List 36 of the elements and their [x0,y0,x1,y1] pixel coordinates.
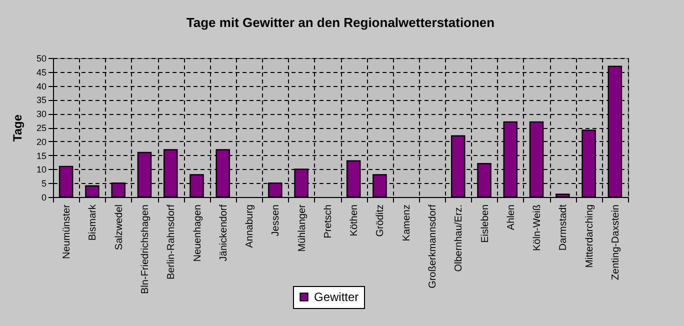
y-tick-label: 20 [36,136,46,147]
y-tick-label: 25 [36,123,46,133]
x-tick-label: Berlin-Rahnsdorf [166,204,178,280]
y-tick-label: 0 [41,192,46,202]
y-tick-label: 40 [36,81,46,92]
y-tick-label: 30 [36,109,46,120]
x-tick-label: Pretsch [322,204,334,238]
y-tick-label: 45 [36,67,46,78]
chart-title: Tage mit Gewitter an den Regionalwetterstationen [186,15,495,30]
x-tick-label: Jänickendorf [218,204,230,262]
x-tick-label: Köthen [349,204,360,236]
y-tick-label: 15 [36,150,46,161]
x-tick-label: Großerkmannsdorf [427,204,438,288]
x-tick-label: Annaburg [244,204,256,248]
x-tick-label: Gröditz [375,204,386,237]
y-tick-label: 10 [36,164,46,175]
x-tick-label: Mühlanger [296,204,308,252]
y-tick-label: 35 [36,95,46,106]
x-tick-label: Eisleben [480,204,491,243]
x-tick-label: Neumünster [62,204,73,259]
x-tick-label: Salzwedel [114,204,125,250]
x-tick-label: Ahlen [506,204,517,230]
y-tick-label: 50 [36,54,46,64]
x-tick-label: Olbernhau/Erz. [454,204,465,272]
y-tick-label: 5 [41,178,46,189]
x-tick-label: Kamenz [401,204,412,242]
x-tick-label: Bln-Friedrichshagen [140,204,151,294]
x-tick-label: Köln-Weiß [532,204,544,251]
x-tick-label: Zenting-Daxstein [610,204,622,280]
x-tick-label: Jessen [270,204,282,236]
x-tick-label: Bismark [88,204,99,241]
legend-label: Gewitter [314,290,359,304]
x-tick-label: Darmstadt [558,204,570,251]
y-axis-title: Tage [10,114,24,142]
x-tick-label: Mitterdarching [584,204,596,268]
x-tick-label: Neuenhagen [192,204,204,262]
